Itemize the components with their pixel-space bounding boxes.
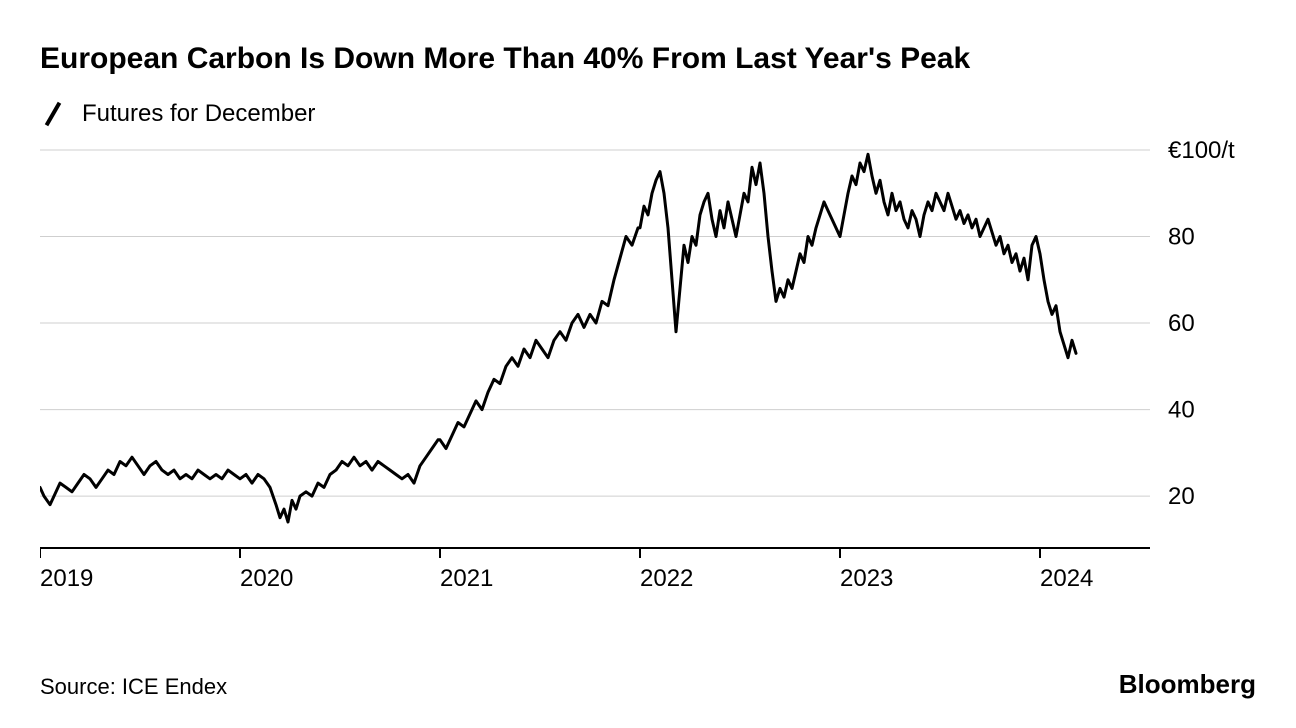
svg-text:2023: 2023 xyxy=(840,565,893,592)
svg-text:€100/t: €100/t xyxy=(1168,137,1235,164)
source-text: Source: ICE Endex xyxy=(40,674,227,700)
svg-text:2019: 2019 xyxy=(40,565,93,592)
svg-text:40: 40 xyxy=(1168,396,1195,423)
line-chart: 2019 2020 2021 2022 2023 2024 20 40 60 80 €100/t xyxy=(40,136,1256,606)
legend: Futures for December xyxy=(40,100,1256,128)
svg-text:2024: 2024 xyxy=(1040,565,1093,592)
legend-label: Futures for December xyxy=(82,100,315,128)
svg-text:20: 20 xyxy=(1168,483,1195,510)
brand-text: Bloomberg xyxy=(1119,669,1256,700)
chart-area: 2019 2020 2021 2022 2023 2024 20 40 60 80 €100/t xyxy=(40,136,1256,606)
svg-text:80: 80 xyxy=(1168,223,1195,250)
legend-line-swatch xyxy=(45,101,61,126)
svg-text:2022: 2022 xyxy=(640,565,693,592)
chart-title: European Carbon Is Down More Than 40% Fr… xyxy=(40,40,1256,78)
svg-text:2020: 2020 xyxy=(240,565,293,592)
svg-text:2021: 2021 xyxy=(440,565,493,592)
svg-text:60: 60 xyxy=(1168,310,1195,337)
